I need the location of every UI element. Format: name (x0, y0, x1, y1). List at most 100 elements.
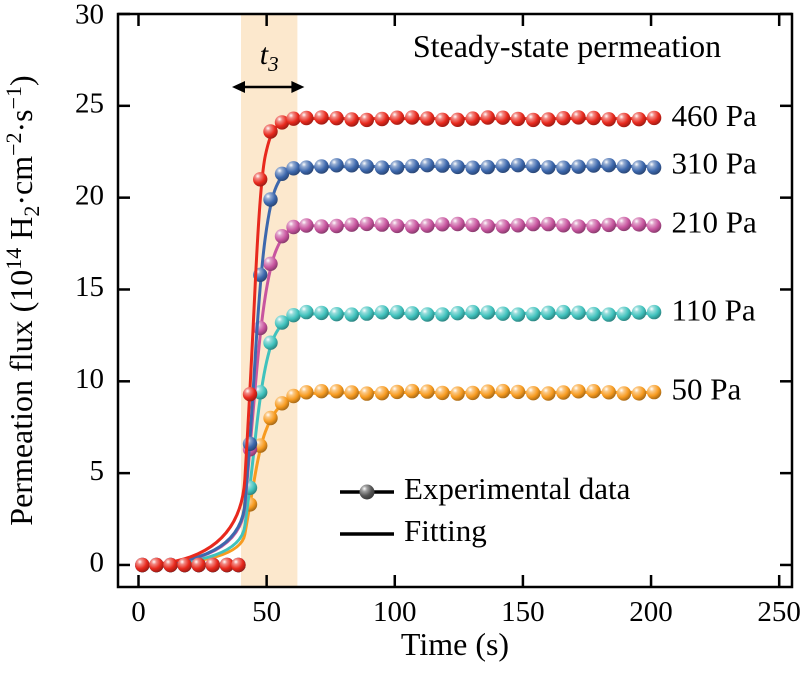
experimental-data-marker (435, 307, 450, 322)
experimental-data-marker (405, 383, 420, 399)
experimental-data-marker (631, 305, 647, 320)
experimental-data-marker (526, 306, 541, 322)
experimental-data-marker (405, 110, 420, 125)
experimental-data-marker (450, 159, 465, 175)
experimental-data-marker (556, 111, 571, 126)
experimental-data-marker (374, 386, 390, 401)
experimental-data-marker (556, 385, 571, 400)
experimental-data-marker (495, 219, 511, 234)
experimental-data-marker (263, 192, 278, 207)
experimental-data-marker (616, 159, 632, 174)
experimental-data-marker (526, 158, 541, 174)
experimental-data-marker (526, 386, 541, 401)
experimental-data-marker (389, 110, 405, 125)
experimental-data-marker (435, 112, 450, 128)
experimental-data-marker (263, 124, 278, 139)
experimental-data-marker (329, 218, 344, 234)
experimental-data-marker (435, 217, 450, 232)
experimental-data-marker (344, 217, 359, 232)
experimental-data-marker (616, 306, 632, 321)
y-tick-label: 10 (75, 363, 104, 395)
experimental-data-marker (526, 112, 541, 128)
experimental-data-marker (556, 160, 571, 175)
experimental-data-marker (314, 159, 329, 174)
experimental-data-marker (274, 166, 290, 181)
legend: Experimental data Fitting (340, 471, 631, 548)
experimental-data-marker (274, 315, 290, 330)
experimental-data-marker (135, 557, 150, 573)
experimental-data-marker (495, 383, 511, 399)
experimental-data-marker (374, 160, 390, 175)
experimental-data-marker (480, 159, 495, 175)
experimental-data-marker (646, 304, 662, 320)
experimental-data-marker (601, 112, 616, 127)
experimental-data-marker (480, 305, 495, 320)
experimental-data-marker (480, 110, 495, 125)
experimental-data-marker (556, 304, 571, 320)
experimental-data-marker (359, 112, 374, 128)
experimental-data-marker (389, 160, 405, 175)
experimental-data-marker (480, 219, 495, 234)
experimental-data-marker (274, 229, 290, 244)
fitting-line (137, 311, 658, 567)
y-tick-label: 15 (75, 271, 104, 303)
experimental-data-marker (601, 217, 616, 233)
experimental-data-marker (646, 218, 662, 233)
y-tick-label: 30 (75, 0, 104, 31)
y-tick-label: 25 (75, 87, 104, 119)
experimental-data-marker (541, 305, 556, 320)
experimental-data-marker (263, 410, 278, 426)
experimental-data-marker (571, 305, 586, 320)
experimental-data-marker (510, 307, 526, 322)
experimental-data-marker (450, 306, 465, 321)
experimental-data-marker (495, 110, 511, 125)
experimental-data-marker (329, 384, 344, 399)
experimental-data-marker (631, 160, 647, 175)
experimental-data-marker (510, 384, 526, 400)
experimental-data-marker (586, 158, 601, 173)
experimental-data-marker (450, 216, 465, 232)
experimental-data-marker (510, 111, 526, 127)
x-tick-label: 50 (252, 596, 281, 628)
experimental-data-marker (314, 305, 329, 321)
experimental-data-marker (435, 385, 450, 401)
experimental-data-marker (646, 110, 662, 126)
experimental-data-marker (571, 159, 586, 174)
experimental-data-marker (586, 110, 601, 126)
series-110-Pa (135, 304, 662, 573)
experimental-data-marker (601, 307, 616, 322)
experimental-data-marker (510, 158, 526, 173)
experimental-data-marker (420, 158, 435, 173)
x-tick-label: 200 (629, 596, 673, 628)
experimental-data-marker (480, 384, 495, 399)
y-tick-label: 0 (90, 547, 105, 579)
experimental-data-marker (510, 218, 526, 233)
chart-title: Steady-state permeation (413, 28, 721, 64)
x-tick-label: 0 (131, 596, 146, 628)
x-tick-label: 150 (501, 596, 545, 628)
y-tick-label: 20 (75, 179, 104, 211)
experimental-data-marker (586, 306, 601, 322)
experimental-data-marker (274, 396, 290, 411)
experimental-data-marker (420, 384, 435, 399)
experimental-data-marker (631, 386, 647, 401)
experimental-data-marker (631, 112, 647, 127)
pressure-label: 50 Pa (672, 371, 742, 406)
experimental-data-marker (314, 110, 329, 125)
experimental-data-marker (526, 216, 541, 232)
experimental-data-marker (631, 217, 647, 232)
experimental-data-marker (586, 219, 601, 234)
legend-label-fitting: Fitting (404, 513, 487, 548)
experimental-data-marker (616, 216, 632, 232)
experimental-data-marker (344, 385, 359, 400)
experimental-data-marker (286, 388, 301, 404)
experimental-data-marker (389, 305, 405, 320)
experimental-data-marker (495, 158, 511, 173)
experimental-data-marker (191, 557, 206, 573)
experimental-data-marker (329, 158, 344, 173)
y-axis-label: Permeation flux (1014 H2·cm−2·s−1) (1, 75, 44, 525)
experimental-data-marker (149, 557, 164, 573)
experimental-data-marker (253, 172, 268, 187)
